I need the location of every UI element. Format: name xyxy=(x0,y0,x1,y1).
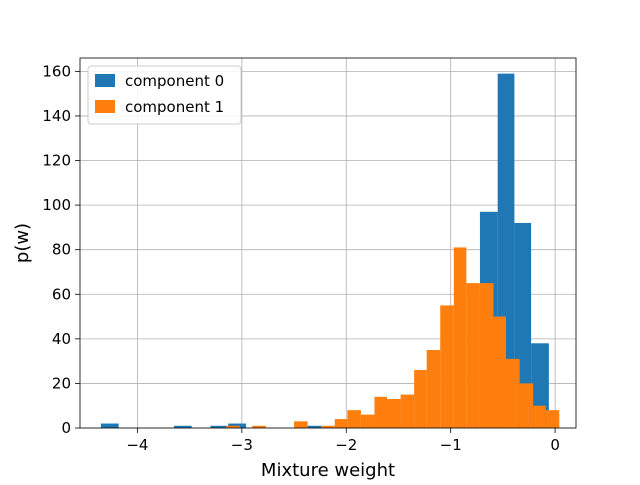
y-axis-label: p(w) xyxy=(12,223,33,263)
legend-swatch xyxy=(95,100,115,113)
y-tick-label: 80 xyxy=(52,241,71,259)
histogram-bars xyxy=(100,73,560,428)
histogram-bar xyxy=(545,410,560,428)
legend-label: component 1 xyxy=(125,98,224,116)
histogram-bar xyxy=(307,425,322,428)
histogram-bar xyxy=(334,419,348,428)
histogram-bar xyxy=(252,425,266,428)
histogram-bar xyxy=(426,349,441,428)
y-tick-label: 40 xyxy=(52,330,71,348)
x-tick-label: −1 xyxy=(440,436,462,454)
legend: component 0 component 1 xyxy=(87,65,242,125)
axis-ticks: −4 −3 −2 −1 0 0 20 40 60 80 100 120 140 160 xyxy=(42,62,560,454)
histogram-bar xyxy=(400,394,415,428)
x-axis-label: Mixture weight xyxy=(261,460,395,480)
histogram-bar xyxy=(479,283,494,428)
histogram-bar xyxy=(210,425,229,428)
x-tick-label: −2 xyxy=(335,436,357,454)
histogram-bar xyxy=(294,421,308,428)
histogram-bar xyxy=(440,305,454,428)
legend-swatch xyxy=(95,74,115,87)
legend-box xyxy=(87,65,242,125)
histogram-bar xyxy=(466,283,480,428)
x-tick-label: −4 xyxy=(126,436,148,454)
plot-frame xyxy=(79,57,577,429)
histogram-bar xyxy=(519,383,534,428)
legend-label: component 0 xyxy=(125,72,224,90)
y-tick-label: 20 xyxy=(52,374,71,392)
histogram-bar xyxy=(226,425,240,428)
y-tick-label: 140 xyxy=(42,107,71,125)
histogram-bar xyxy=(386,399,401,428)
y-tick-label: 160 xyxy=(42,62,71,80)
histogram-bar xyxy=(173,425,192,428)
histogram-bar xyxy=(453,247,467,428)
histogram-bar xyxy=(360,414,375,428)
histogram-bar xyxy=(374,396,387,428)
histogram-bar xyxy=(533,405,546,428)
y-tick-label: 0 xyxy=(61,419,71,437)
histogram-bar xyxy=(493,316,507,428)
y-tick-label: 100 xyxy=(42,196,71,214)
histogram-bar xyxy=(321,425,335,428)
y-tick-label: 120 xyxy=(42,152,71,170)
y-tick-label: 60 xyxy=(52,285,71,303)
x-tick-label: 0 xyxy=(550,436,560,454)
histogram-bar xyxy=(414,370,427,428)
histogram-bar xyxy=(347,410,361,428)
x-tick-label: −3 xyxy=(231,436,253,454)
histogram-bar xyxy=(506,358,520,428)
histogram-bar xyxy=(100,423,119,428)
series-1-bars xyxy=(226,247,560,428)
